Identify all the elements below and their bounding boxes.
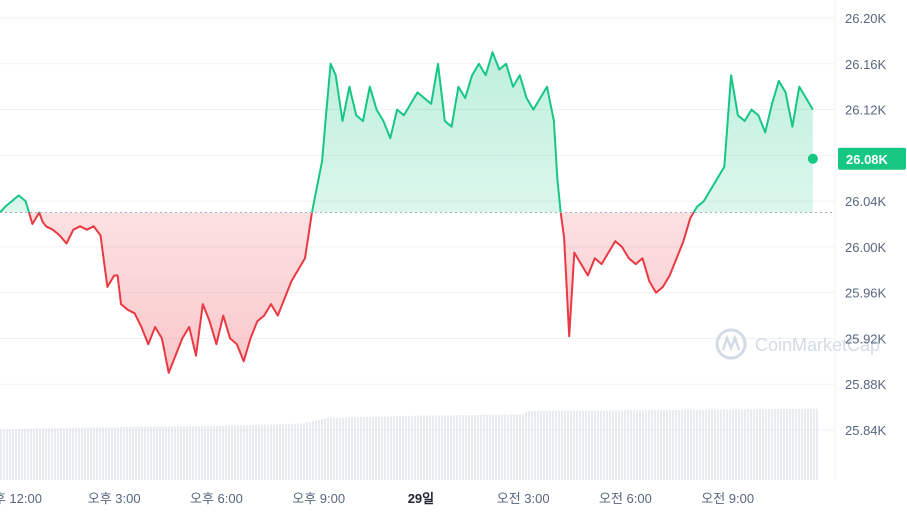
current-price-badge <box>838 147 906 170</box>
x-tick-label: 오전 9:00 <box>701 491 754 506</box>
y-tick-label: 26.12K <box>845 103 887 118</box>
price-line-down <box>0 212 695 374</box>
y-tick-label: 25.84K <box>845 423 887 438</box>
coinmarketcap-logo-icon <box>715 328 747 360</box>
y-tick-label: 25.96K <box>845 286 887 301</box>
price-line-up <box>0 51 814 213</box>
x-axis: 오후 12:00 오후 3:00 오후 6:00 오후 9:00 29일 오전 3:00 오… <box>0 491 754 506</box>
y-tick-label: 26.20K <box>845 11 887 26</box>
x-tick-label: 오후 12:00 <box>0 491 42 506</box>
current-price-label: 26.08K <box>846 152 889 167</box>
x-tick-label: 오후 3:00 <box>88 491 141 506</box>
watermark-text: CoinMarketCap <box>755 335 880 355</box>
x-tick-label: 29일 <box>408 491 434 506</box>
y-axis: 26.20K 26.16K 26.12K 26.08K 26.04K 26.00K 25.9… <box>834 0 887 480</box>
x-tick-label: 오후 9:00 <box>292 491 345 506</box>
y-tick-label: 26.16K <box>845 57 887 72</box>
x-tick-label: 오전 6:00 <box>599 491 652 506</box>
current-price-marker: 26.08K <box>807 147 906 170</box>
price-area-down <box>0 212 813 374</box>
y-tick-label: 25.88K <box>845 377 887 392</box>
y-tick-label: 25.92K <box>845 331 887 346</box>
price-area-up <box>0 51 814 213</box>
y-tick-label: 26.00K <box>845 240 887 255</box>
x-tick-label: 오후 6:00 <box>190 491 243 506</box>
volume-bars <box>0 408 818 480</box>
area-fill-down <box>0 212 813 373</box>
area-fill-up <box>0 52 813 213</box>
y-tick-label: 26.04K <box>845 194 887 209</box>
current-price-dot <box>807 153 818 164</box>
watermark: CoinMarketCap <box>715 328 880 360</box>
x-tick-label: 오전 3:00 <box>497 491 550 506</box>
